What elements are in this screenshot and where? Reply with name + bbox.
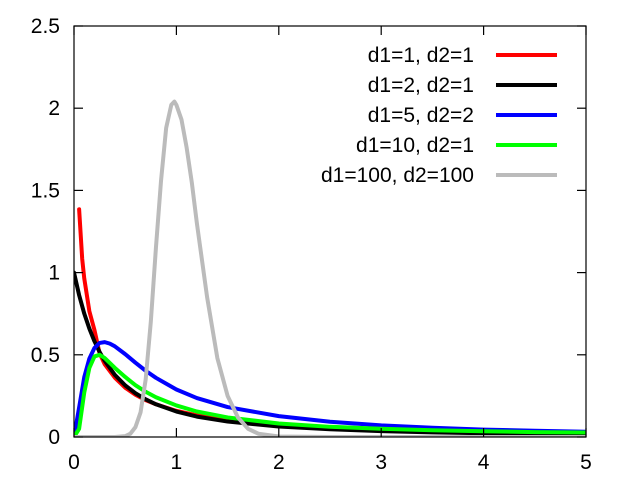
series-line-4 xyxy=(74,99,586,437)
x-tick-label: 3 xyxy=(375,451,387,474)
plot-frame xyxy=(73,25,587,438)
legend-label: d1=5, d2=2 xyxy=(368,104,474,127)
legend-label: d1=1, d2=1 xyxy=(368,44,474,67)
y-tick-label: 0.5 xyxy=(31,344,60,367)
axis-ticks: 0 1 2 3 4 5 0 0.5 1 1.5 2 2.5 xyxy=(31,15,592,474)
legend: d1=1, d2=1 d1=2, d2=1 d1=5, d2=2 d1=10, d2=… xyxy=(321,44,557,187)
x-tick-label: 2 xyxy=(273,451,285,474)
x-tick-label: 4 xyxy=(478,451,490,474)
y-tick-label: 2 xyxy=(48,97,60,120)
series-line-1 xyxy=(74,270,586,437)
legend-label: d1=100, d2=100 xyxy=(321,164,474,187)
y-tick-label: 2.5 xyxy=(31,15,60,38)
x-tick-label: 1 xyxy=(171,451,183,474)
plot-lines xyxy=(74,99,586,437)
legend-label: d1=2, d2=1 xyxy=(368,74,474,97)
y-tick-label: 1 xyxy=(48,262,60,285)
x-tick-label: 0 xyxy=(68,451,80,474)
x-tick-label: 5 xyxy=(580,451,592,474)
series-line-2 xyxy=(74,340,586,437)
series-line-3 xyxy=(74,352,586,437)
y-tick-label: 1.5 xyxy=(31,179,60,202)
y-tick-label: 0 xyxy=(48,426,60,449)
legend-label: d1=10, d2=1 xyxy=(356,134,474,157)
